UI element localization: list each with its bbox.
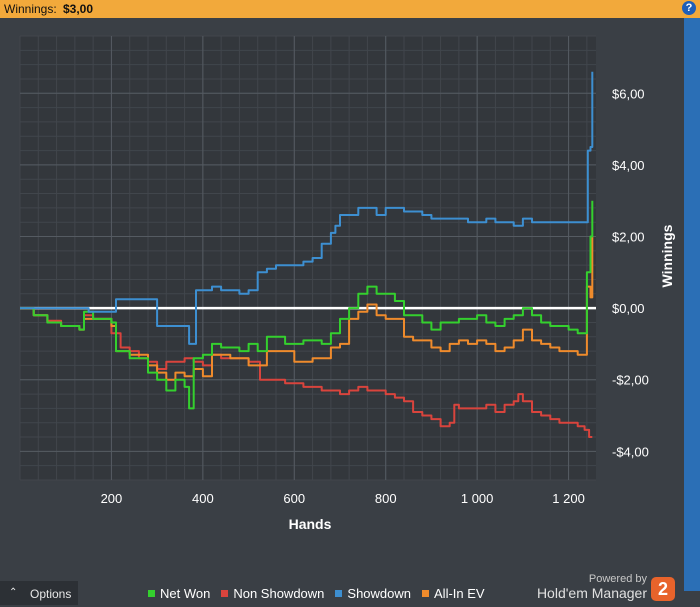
y-tick-label: -$2,00 — [612, 373, 649, 388]
x-tick-label: 800 — [375, 491, 397, 506]
legend-item-showdown[interactable]: Showdown — [335, 586, 411, 601]
legend-item-all-in-ev[interactable]: All-In EV — [422, 586, 485, 601]
graph-panel: -$4,00 -$2,00 $0,00 $2,00 $4,00 $6,00 200 400 60… — [0, 18, 684, 605]
options-button[interactable]: ⌃ Options — [0, 581, 78, 605]
powered-by-text: Powered by — [588, 573, 647, 585]
hm2-logo-icon: 2 — [651, 577, 675, 601]
chevron-up-icon: ⌃ — [9, 587, 18, 598]
legend-label: Non Showdown — [233, 585, 325, 601]
question-icon[interactable]: ? — [682, 1, 696, 15]
y-tick-label: -$4,00 — [612, 444, 649, 459]
legend-label: All-In EV — [434, 585, 485, 601]
chart-legend: Net Won Non Showdown Showdown All-In EV — [148, 584, 485, 602]
x-tick-label: 1 000 — [461, 491, 494, 506]
x-tick-label: 400 — [192, 491, 214, 506]
brand-block: Powered by Hold'em Manager 2 — [537, 571, 683, 607]
x-tick-label: 1 200 — [552, 491, 585, 506]
winnings-value: $3,00 — [63, 2, 94, 16]
side-strip — [684, 18, 700, 591]
options-label: Options — [30, 587, 72, 601]
series-line-non-showdown — [20, 307, 593, 438]
winnings-label: Winnings: — [4, 2, 57, 16]
plot-area — [20, 36, 596, 480]
y-tick-label: $2,00 — [612, 230, 645, 245]
legend-item-net-won[interactable]: Net Won — [148, 586, 210, 601]
legend-item-non-showdown[interactable]: Non Showdown — [221, 586, 324, 601]
series-line-net-won — [20, 200, 594, 410]
winnings-graph: -$4,00 -$2,00 $0,00 $2,00 $4,00 $6,00 200 400 60… — [19, 35, 675, 532]
y-axis-title: Winnings — [659, 224, 675, 287]
brand-name: Hold'em Manager — [536, 585, 647, 601]
series-line-showdown — [20, 71, 594, 345]
legend-label: Net Won — [160, 585, 211, 601]
y-tick-label: $0,00 — [612, 301, 645, 316]
x-axis-title: Hands — [289, 516, 332, 532]
series-line-all-in-ev — [20, 236, 594, 381]
x-tick-label: 200 — [101, 491, 123, 506]
winnings-header: Winnings: $3,00 ? — [0, 0, 700, 19]
y-tick-label: $6,00 — [612, 86, 645, 101]
x-tick-label: 600 — [283, 491, 305, 506]
legend-label: Showdown — [347, 585, 412, 601]
y-tick-label: $4,00 — [612, 158, 645, 173]
